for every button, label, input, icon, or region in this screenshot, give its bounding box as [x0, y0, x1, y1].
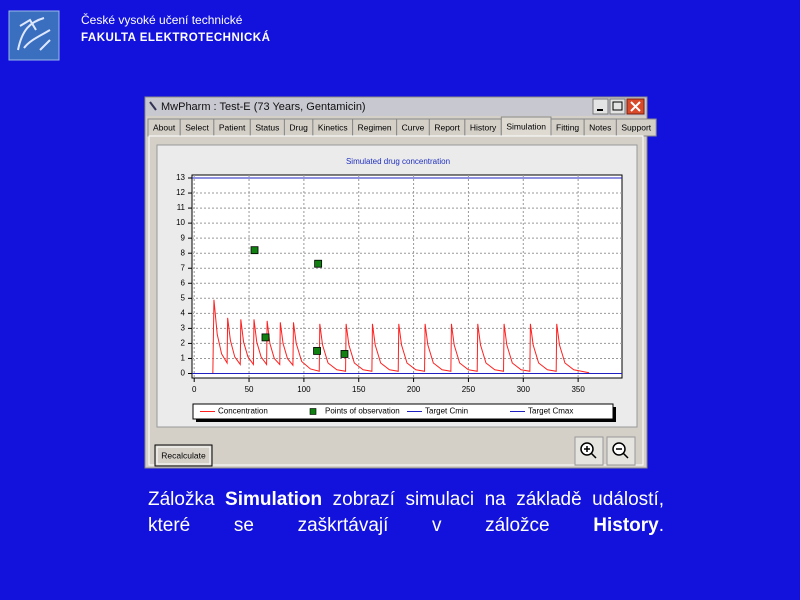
x-tick-label: 150: [352, 385, 366, 394]
y-tick-label: 0: [181, 369, 186, 378]
tab-label: Status: [255, 122, 279, 132]
tab-label: Curve: [402, 122, 425, 132]
tab-label: Regimen: [358, 122, 392, 132]
caption-emphasis: History: [593, 515, 659, 536]
series-line: [212, 299, 590, 374]
x-tick-label: 50: [245, 385, 254, 394]
caption-text: Záložka: [148, 489, 226, 510]
y-tick-label: 4: [181, 308, 186, 317]
y-tick-label: 13: [176, 173, 185, 182]
caption-emphasis: Simulation: [225, 489, 323, 510]
y-tick-label: 5: [181, 293, 186, 302]
tab-label: Support: [621, 122, 651, 132]
observation-point: [261, 333, 270, 342]
y-tick-label: 6: [181, 278, 186, 287]
header-line1: České vysoké učení technické: [81, 12, 243, 27]
close-glyph: [630, 101, 641, 112]
observation-point: [250, 246, 259, 255]
legend: [192, 403, 614, 420]
observation-point: [340, 350, 349, 358]
tab-bar: About Select Patient Status Drug Kinetics Regi…: [147, 116, 657, 138]
title-bar: [146, 98, 646, 116]
y-tick-label: 7: [181, 263, 186, 272]
y-tick-label: 11: [177, 203, 186, 212]
tab-label: Notes: [589, 122, 611, 132]
tab-label: About: [153, 122, 176, 132]
tab-label: Patient: [219, 122, 246, 132]
tab-label: Select: [185, 122, 209, 132]
header-line2: FAKULTA ELEKTROTECHNICKÁ: [81, 31, 270, 44]
observation-point: [313, 347, 321, 355]
legend-swatch: [309, 408, 317, 415]
chart-title: Simulated drug concentration: [346, 157, 450, 166]
legend-label: Target Cmax: [528, 407, 573, 416]
y-tick-label: 9: [181, 233, 186, 242]
caption-text: zobrazí simulaci na základě událostí, kt…: [148, 489, 664, 536]
plot: [192, 177, 622, 374]
minimize-button[interactable]: [592, 98, 609, 115]
plot-area: [191, 174, 623, 379]
app-icon: [149, 101, 157, 111]
x-tick-label: 200: [407, 385, 421, 394]
logo-figure: [17, 17, 51, 51]
tab-label: Fitting: [556, 122, 579, 132]
tab-label: Simulation: [506, 121, 546, 131]
caption: Záložka Simulation zobrazí simulaci na z…: [148, 487, 664, 539]
legend-label: Concentration: [218, 407, 268, 416]
window-title: MwPharm : Test-E (73 Years, Gentamicin): [161, 101, 366, 113]
y-tick-label: 1: [181, 354, 186, 363]
tab-label: Report: [434, 122, 460, 132]
zoom-out-glyph: [616, 448, 629, 459]
y-tick-label: 3: [181, 323, 186, 332]
recalculate-focus: [156, 446, 211, 465]
caption-text: .: [658, 515, 664, 536]
legend-label: Target Cmin: [425, 407, 468, 416]
x-tick-label: 100: [297, 385, 311, 394]
tab-label: History: [470, 122, 497, 132]
maximize-button[interactable]: [609, 98, 626, 115]
recalculate-button[interactable]: [154, 444, 213, 467]
zoom-in-glyph: [584, 446, 597, 459]
x-tick-label: 350: [571, 385, 585, 394]
x-tick-label: 250: [462, 385, 476, 394]
x-tick-label: 300: [517, 385, 531, 394]
logo: [8, 10, 60, 61]
y-tick-label: 10: [176, 218, 185, 227]
y-tick-label: 2: [181, 339, 186, 348]
y-tick-label: 8: [181, 248, 186, 257]
x-tick-label: 0: [192, 385, 197, 394]
legend-label: Points of observation: [325, 407, 400, 416]
tab-label: Drug: [289, 122, 308, 132]
tab-label: Kinetics: [318, 122, 348, 132]
legend-items: Concentration Points of observation Target…: [200, 407, 573, 416]
maximize-glyph: [612, 101, 623, 111]
observation-point: [314, 259, 323, 268]
y-tick-label: 12: [176, 188, 185, 197]
recalculate-label: Recalculate: [161, 450, 206, 460]
